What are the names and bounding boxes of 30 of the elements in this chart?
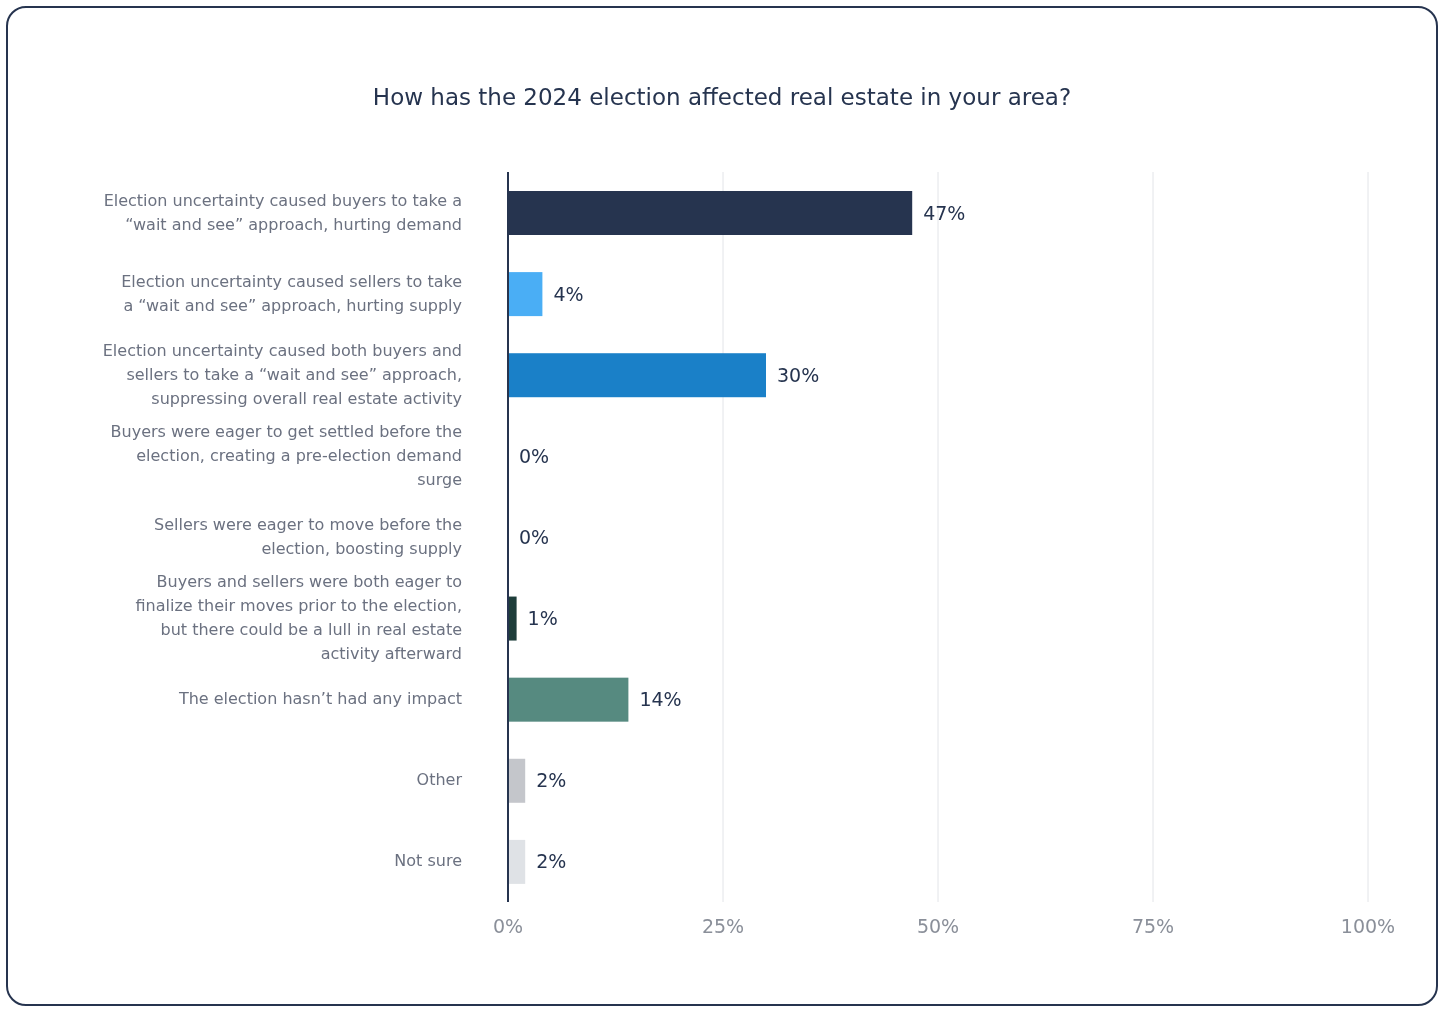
data-label: 4% <box>553 282 584 305</box>
y-tick-label: Election uncertainty caused buyers to take a “wait and see” approach, hurting demand <box>103 190 462 234</box>
y-tick-label: Sellers were eager to move before the election, boosting supply <box>154 514 462 558</box>
bar <box>508 839 526 884</box>
bar <box>508 353 766 398</box>
x-tick-label: 25% <box>701 915 745 938</box>
data-label: 30% <box>777 363 820 386</box>
y-tick-label: Election uncertainty caused both buyers and sellers to take a “wait and see” approach, suppressing overall real estate activity <box>102 340 462 408</box>
data-label: 0% <box>519 444 550 467</box>
x-tick-label: 50% <box>916 915 960 938</box>
y-tick-label: Buyers were eager to get settled before the election, creating a pre-election demand surge <box>110 421 462 489</box>
data-label: 0% <box>519 525 550 548</box>
y-tick-label: Election uncertainty caused sellers to take a “wait and see” approach, hurting supply <box>121 271 462 315</box>
y-tick-label: Other <box>416 769 463 789</box>
bar <box>508 677 629 722</box>
y-tick-label: The election hasn’t had any impact <box>177 688 462 708</box>
x-tick-label: 75% <box>1131 915 1175 938</box>
bar <box>508 758 526 803</box>
data-label: 2% <box>536 769 567 792</box>
x-tick-label: 100% <box>1340 915 1396 938</box>
chart-title: How has the 2024 election affected real estate in your area? <box>371 84 1073 110</box>
data-label: 14% <box>639 688 682 711</box>
x-tick-label: 0% <box>492 915 524 938</box>
data-label: 1% <box>527 607 558 630</box>
bar <box>508 272 543 317</box>
y-tick-label: Buyers and sellers were both eager to finalize their moves prior to the election, but there could be a lull in real estate activity afterward <box>135 571 462 663</box>
y-tick-label: Not sure <box>394 850 462 870</box>
bar <box>508 596 517 641</box>
data-label: 47% <box>923 201 966 224</box>
data-label: 2% <box>536 850 567 873</box>
